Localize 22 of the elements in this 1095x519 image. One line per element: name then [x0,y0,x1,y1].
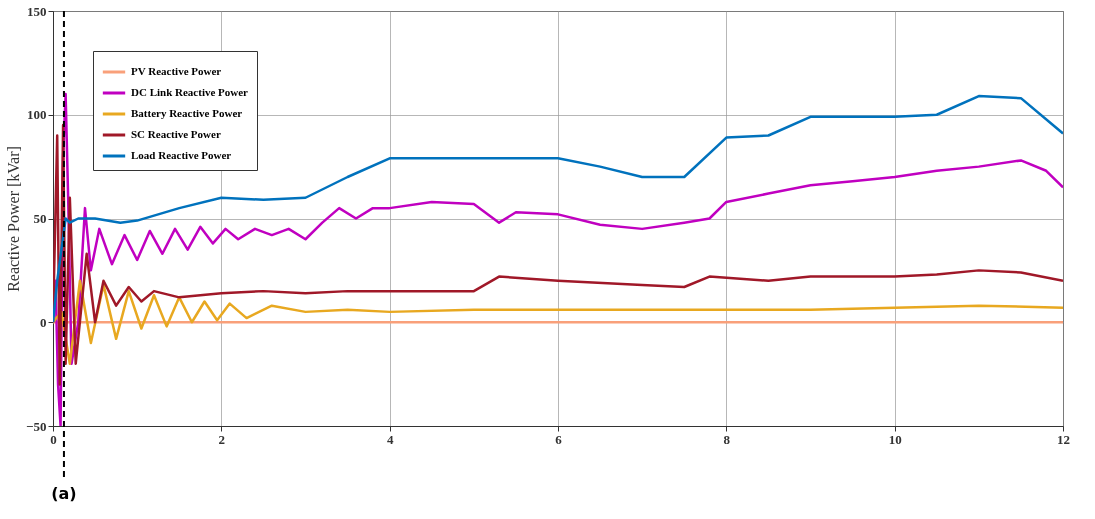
x-tick-label: 12 [1057,431,1070,447]
y-tick-label: −50 [26,418,47,434]
x-tick-label: 8 [723,431,731,447]
y-tick-label: 50 [33,211,47,226]
y-tick-label: 0 [40,314,47,330]
x-tick-label: 2 [218,431,226,447]
y-axis-title: Reactive Power [kVar] [5,146,23,292]
legend-label: DC Link Reactive Power [131,86,249,98]
legend-label: PV Reactive Power [131,65,222,77]
legend-label: Load Reactive Power [131,149,232,161]
x-tick-label: 0 [50,431,57,447]
y-tick-label: 150 [27,3,47,19]
line-series [53,123,1063,386]
line-series [53,279,1063,365]
y-tick-label: 100 [27,107,47,123]
x-tick-label: 6 [555,431,563,447]
legend-label: Battery Reactive Power [131,107,243,119]
legend-label: SC Reactive Power [131,128,221,140]
x-tick-label: 10 [888,431,902,447]
ref-line-label: (a) [51,484,77,503]
x-tick-label: 4 [386,431,394,447]
line-series [53,94,1063,324]
